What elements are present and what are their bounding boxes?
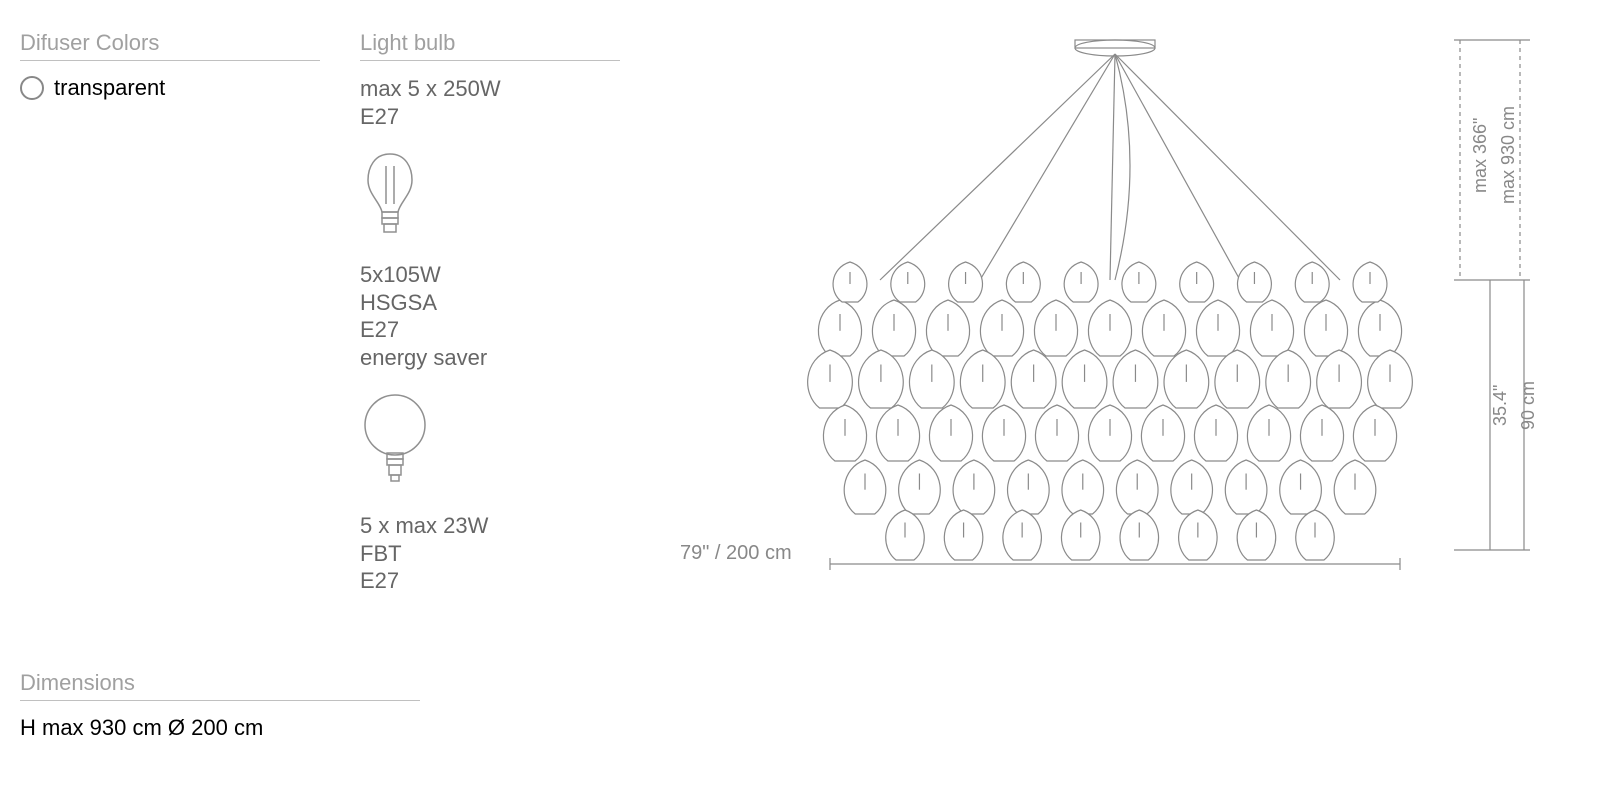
- a-bulb-icon: [360, 146, 420, 246]
- body-height-cm-label: 90 cm: [1518, 360, 1539, 450]
- spec-line: E27: [360, 316, 620, 344]
- spec-line: max 5 x 250W: [360, 75, 620, 103]
- chandelier-diagram: [680, 20, 1580, 600]
- spec-line: E27: [360, 103, 620, 131]
- spec-line: E27: [360, 567, 620, 595]
- drop-height-cm-label: max 930 cm: [1498, 70, 1519, 240]
- light-bulb-heading: Light bulb: [360, 30, 620, 61]
- color-option-row: transparent: [20, 75, 320, 101]
- spec-line: 5 x max 23W: [360, 512, 620, 540]
- transparent-swatch-icon: [20, 76, 44, 100]
- light-bulb-column: Light bulb max 5 x 250W E27 5x105W HSGSA…: [360, 30, 620, 603]
- spec-line: FBT: [360, 540, 620, 568]
- color-option-label: transparent: [54, 75, 165, 101]
- difuser-colors-heading: Difuser Colors: [20, 30, 320, 61]
- dimensions-value: H max 930 cm Ø 200 cm: [20, 715, 420, 741]
- dimensions-section: Dimensions H max 930 cm Ø 200 cm: [20, 670, 420, 741]
- spec-line: energy saver: [360, 344, 620, 372]
- bulb-spec-1: max 5 x 250W E27: [360, 75, 620, 130]
- spec-line: HSGSA: [360, 289, 620, 317]
- difuser-colors-column: Difuser Colors transparent: [20, 30, 320, 101]
- body-height-inches-label: 35.4": [1490, 360, 1511, 450]
- width-dimension-label: 79" / 200 cm: [680, 542, 792, 565]
- bulb-spec-2: 5x105W HSGSA E27 energy saver: [360, 261, 620, 371]
- bulb-spec-3: 5 x max 23W FBT E27: [360, 512, 620, 595]
- drop-height-inches-label: max 366": [1470, 80, 1491, 230]
- spec-line: 5x105W: [360, 261, 620, 289]
- globe-bulb-icon: [360, 387, 430, 497]
- dimensions-heading: Dimensions: [20, 670, 420, 701]
